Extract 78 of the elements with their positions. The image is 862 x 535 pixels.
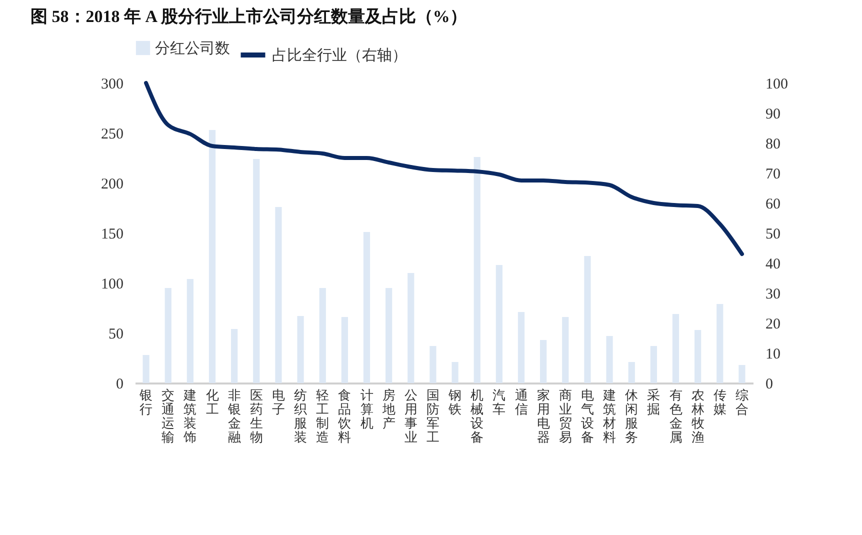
- x-tick-label: 纺织服装: [294, 388, 308, 444]
- x-tick-label: 食品饮料: [337, 388, 352, 444]
- bar: [518, 312, 525, 383]
- x-tick-label: 家用电器: [536, 388, 550, 444]
- x-tick-label: 采掘: [647, 388, 660, 416]
- y-tick-label: 0: [116, 376, 124, 392]
- bar: [363, 232, 370, 383]
- y2-tick-label: 90: [766, 106, 780, 122]
- y2-tick-label: 70: [766, 166, 780, 182]
- bar: [452, 362, 458, 383]
- x-tick-label: 商业贸易: [558, 388, 572, 444]
- bar: [208, 130, 216, 383]
- legend-label: 占比全行业（右轴）: [272, 47, 407, 64]
- x-tick-label: 计算机: [360, 388, 374, 430]
- y2-tick-label: 80: [766, 136, 780, 152]
- y-tick-label: 100: [101, 276, 124, 292]
- bar: [386, 288, 392, 383]
- legend-label: 分红公司数: [155, 40, 230, 57]
- bar: [540, 340, 547, 383]
- bar: [142, 355, 150, 383]
- x-tick-label: 休闲服务: [625, 388, 638, 444]
- y-tick-label: 50: [108, 326, 124, 342]
- y-tick-label: 250: [101, 126, 124, 142]
- x-tick-label: 有色金属: [669, 388, 682, 444]
- x-tick-label: 机械设备: [470, 388, 484, 444]
- x-tick-label: 银行: [138, 388, 153, 416]
- bar: [231, 329, 238, 383]
- x-tick-label: 综合: [735, 388, 748, 416]
- y-tick-label: 150: [101, 226, 124, 242]
- y2-tick-label: 20: [766, 316, 780, 332]
- y2-tick-label: 50: [766, 226, 780, 242]
- bar: [297, 316, 304, 383]
- bar: [275, 207, 282, 383]
- x-tick-label: 交通运输: [162, 388, 175, 444]
- y2-tick-label: 100: [766, 76, 788, 92]
- x-tick-label: 公用事业: [404, 388, 418, 444]
- bar: [606, 336, 613, 383]
- x-tick-label: 传媒: [713, 388, 726, 416]
- x-tick-label: 通信: [514, 388, 528, 416]
- x-tick-label: 化工: [206, 388, 219, 416]
- x-tick-label: 轻工制造: [316, 388, 330, 444]
- bar: [341, 317, 348, 383]
- y2-tick-label: 30: [766, 286, 780, 302]
- bar: [408, 273, 414, 383]
- bar: [562, 317, 569, 383]
- bar: [164, 288, 172, 383]
- bar: [716, 304, 724, 383]
- y2-tick-label: 10: [766, 346, 780, 362]
- x-tick-label: 电子: [272, 388, 285, 416]
- y2-tick-label: 40: [766, 256, 780, 272]
- bar: [496, 265, 502, 383]
- bar: [253, 159, 260, 383]
- bar: [430, 346, 436, 383]
- bar: [672, 314, 680, 383]
- x-tick-label: 电气设备: [580, 388, 594, 444]
- chart-title: 图 58：2018 年 A 股分行业上市公司分红数量及占比（%）: [30, 7, 467, 26]
- bar: [650, 346, 657, 383]
- y2-tick-label: 0: [766, 376, 773, 392]
- x-tick-label: 房地产: [381, 388, 396, 430]
- bar: [584, 256, 591, 383]
- x-tick-label: 建筑材料: [602, 388, 616, 444]
- x-tick-label: 钢铁: [448, 388, 462, 416]
- x-tick-label: 非银金融: [226, 388, 241, 444]
- bar: [738, 365, 746, 383]
- x-tick-label: 医药生物: [250, 388, 263, 444]
- y-tick-label: 300: [101, 76, 124, 92]
- bar: [628, 362, 635, 383]
- bar: [319, 288, 326, 383]
- x-tick-label: 汽车: [492, 388, 506, 416]
- x-tick-label: 国防军工: [426, 388, 440, 444]
- line-series: [144, 81, 744, 256]
- bar: [474, 157, 480, 383]
- y-tick-label: 200: [101, 176, 124, 192]
- y2-tick-label: 60: [766, 196, 780, 212]
- bar: [694, 330, 702, 383]
- bar: [186, 279, 194, 383]
- x-tick-label: 建筑装饰: [182, 388, 197, 444]
- x-tick-label: 农林牧渔: [690, 388, 704, 444]
